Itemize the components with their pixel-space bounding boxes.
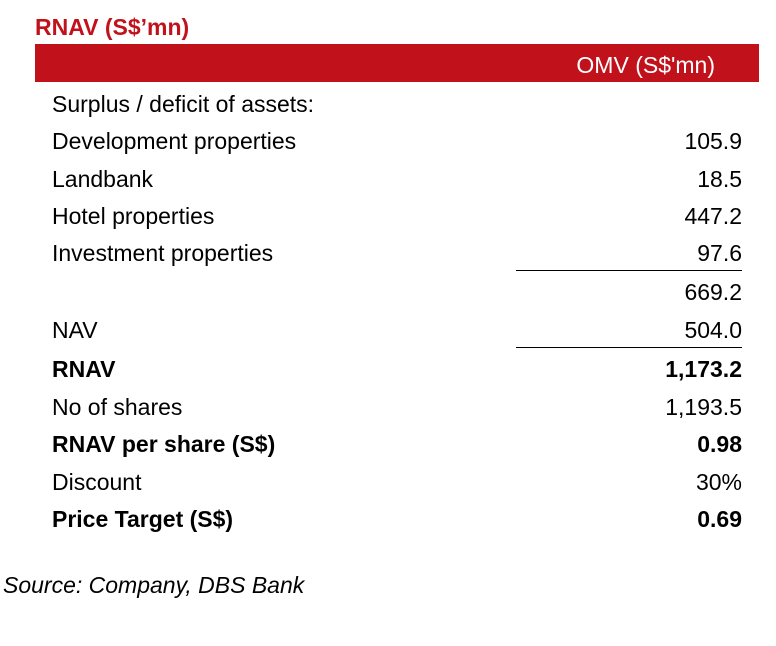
row-label: RNAV	[52, 356, 116, 382]
row-label: Investment properties	[52, 240, 274, 266]
row-label: Hotel properties	[52, 203, 215, 229]
row-value: 30%	[695, 469, 742, 495]
row-value: 1,193.5	[665, 394, 742, 420]
row-value: 97.6	[697, 240, 742, 266]
column-header-omv: OMV (S$'mn)	[576, 52, 715, 78]
column-header-bar: OMV (S$'mn)	[35, 44, 759, 82]
source-note: Source: Company, DBS Bank	[3, 572, 305, 598]
row-label: Landbank	[52, 166, 154, 192]
table-row-rnav: RNAV 1,173.2	[52, 353, 742, 385]
table-row-nav: NAV 504.0	[52, 314, 742, 346]
row-label: RNAV per share (S$)	[52, 431, 276, 457]
row-value: 1,173.2	[665, 356, 742, 382]
table-row-subtotal: 669.2	[52, 276, 742, 308]
row-label: Development properties	[52, 128, 297, 154]
total-rule	[516, 347, 742, 348]
section-label: Surplus / deficit of assets:	[52, 91, 315, 117]
table-title: RNAV (S$’mn)	[35, 14, 190, 40]
table-row-investment-properties: Investment properties 97.6	[52, 237, 742, 269]
row-label: NAV	[52, 317, 98, 343]
table-row-landbank: Landbank 18.5	[52, 163, 742, 195]
row-value: 447.2	[684, 203, 742, 229]
table-row-no-of-shares: No of shares 1,193.5	[52, 391, 742, 423]
row-value: 669.2	[684, 279, 742, 305]
row-label: No of shares	[52, 394, 183, 420]
table-row-hotel-properties: Hotel properties 447.2	[52, 200, 742, 232]
section-label-row: Surplus / deficit of assets:	[52, 88, 742, 120]
row-value: 105.9	[684, 128, 742, 154]
table-row-development-properties: Development properties 105.9	[52, 125, 742, 157]
table-row-rnav-per-share: RNAV per share (S$) 0.98	[52, 428, 742, 460]
row-value: 18.5	[697, 166, 742, 192]
subtotal-rule	[516, 270, 742, 271]
row-value: 0.69	[697, 506, 742, 532]
row-value: 0.98	[697, 431, 742, 457]
table-row-price-target: Price Target (S$) 0.69	[52, 503, 742, 535]
row-value: 504.0	[684, 317, 742, 343]
row-label: Price Target (S$)	[52, 506, 234, 532]
table-row-discount: Discount 30%	[52, 466, 742, 498]
row-label: Discount	[52, 469, 142, 495]
